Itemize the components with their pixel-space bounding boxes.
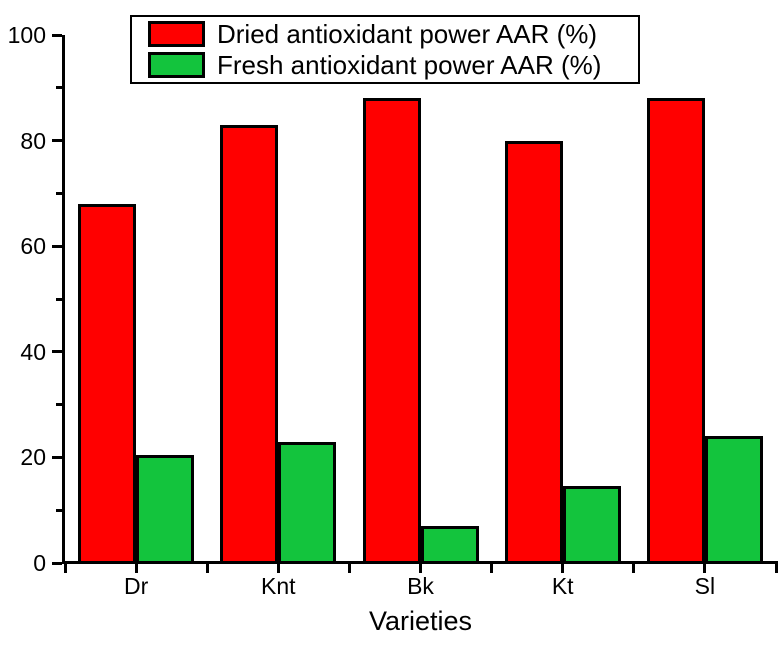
y-tick-label: 60	[20, 233, 46, 260]
x-tick	[205, 564, 209, 573]
x-tick	[490, 564, 494, 573]
y-minor-tick	[56, 86, 62, 90]
y-tick-label: 0	[33, 550, 46, 576]
x-tick-label-Bk: Bk	[407, 573, 434, 599]
legend-swatch-dried	[148, 21, 205, 47]
x-tick	[63, 564, 67, 573]
y-major-tick	[52, 139, 62, 143]
x-tick-label-Dr: Dr	[123, 573, 149, 599]
y-major-tick	[52, 561, 62, 565]
x-tick-label-Knt: Knt	[261, 573, 296, 599]
y-major-tick	[52, 350, 62, 354]
bar-dried-Bk	[362, 98, 421, 564]
x-tick-label-Kt: Kt	[551, 573, 574, 599]
bar-dried-Knt	[220, 124, 279, 564]
legend-item-dried: Dried antioxidant power AAR (%)	[148, 21, 638, 48]
x-tick	[347, 564, 351, 573]
bar-fresh-Sl	[704, 436, 763, 564]
y-minor-tick	[56, 403, 62, 407]
legend: Dried antioxidant power AAR (%) Fresh an…	[130, 15, 640, 84]
legend-label-fresh: Fresh antioxidant power AAR (%)	[217, 50, 602, 80]
x-tick-label-Sl: Sl	[694, 573, 716, 599]
bar-fresh-Knt	[278, 441, 337, 564]
y-major-tick	[52, 244, 62, 248]
x-tick	[774, 564, 778, 573]
x-tick	[419, 564, 422, 573]
x-tick	[703, 564, 707, 573]
legend-swatch-fresh	[148, 52, 205, 78]
x-tick	[632, 564, 636, 573]
y-minor-tick	[56, 297, 62, 301]
y-minor-tick	[56, 508, 62, 512]
legend-item-fresh: Fresh antioxidant power AAR (%)	[148, 52, 638, 79]
y-tick-label: 20	[20, 444, 46, 471]
x-tick	[276, 564, 280, 573]
x-tick	[561, 564, 565, 573]
bar-fresh-Bk	[420, 526, 479, 564]
y-major-tick	[52, 33, 62, 37]
y-minor-tick	[56, 191, 62, 195]
y-major-tick	[52, 455, 62, 459]
y-tick-label: 40	[20, 338, 46, 365]
bar-dried-Sl	[646, 98, 705, 564]
bar-dried-Kt	[504, 140, 563, 564]
x-tick	[134, 564, 138, 573]
y-tick-label: 80	[20, 127, 46, 154]
bar-fresh-Dr	[136, 454, 195, 564]
bar-fresh-Kt	[562, 486, 621, 564]
y-axis-line	[62, 35, 65, 564]
y-tick-label: 100	[7, 22, 46, 48]
legend-label-dried: Dried antioxidant power AAR (%)	[217, 19, 598, 49]
x-axis-title: Varieties	[368, 606, 473, 636]
bar-dried-Dr	[78, 203, 137, 564]
